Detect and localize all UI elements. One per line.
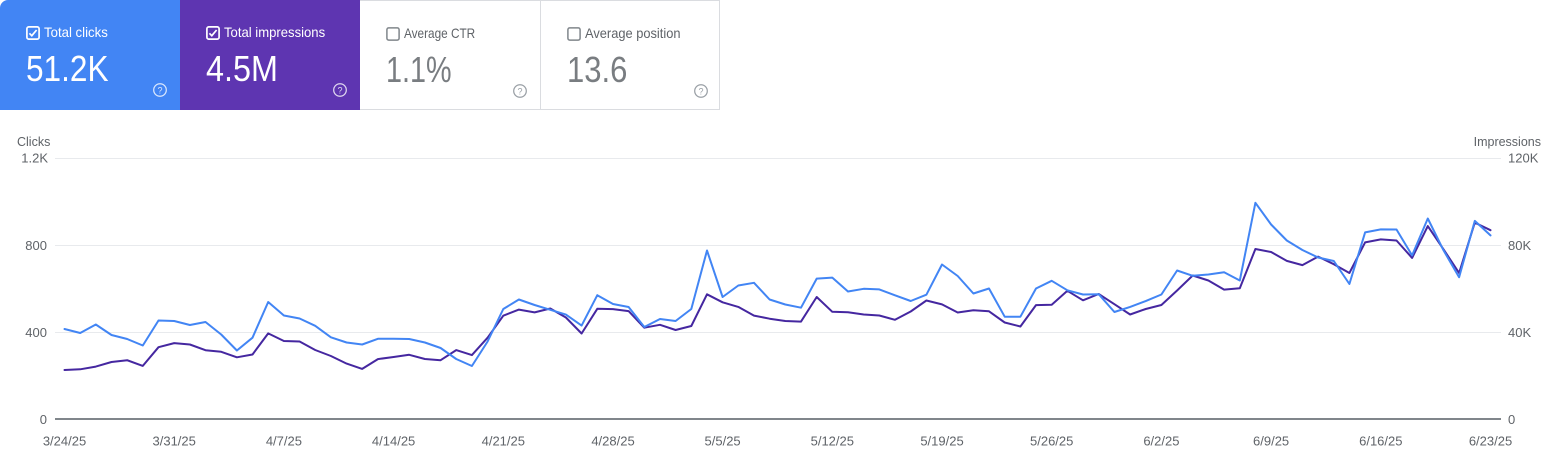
svg-text:5/5/25: 5/5/25 bbox=[705, 434, 741, 449]
svg-text:5/12/25: 5/12/25 bbox=[811, 434, 854, 449]
svg-text:0: 0 bbox=[40, 412, 47, 427]
svg-text:Impressions: Impressions bbox=[1474, 135, 1541, 149]
svg-text:400: 400 bbox=[25, 325, 47, 340]
svg-text:3/24/25: 3/24/25 bbox=[43, 434, 86, 449]
svg-text:6/23/25: 6/23/25 bbox=[1469, 434, 1512, 449]
svg-text:?: ? bbox=[698, 86, 703, 96]
svg-text:?: ? bbox=[517, 86, 522, 96]
svg-text:1.2K: 1.2K bbox=[21, 151, 48, 166]
svg-text:?: ? bbox=[337, 85, 342, 95]
svg-text:5/26/25: 5/26/25 bbox=[1030, 434, 1073, 449]
svg-text:3/31/25: 3/31/25 bbox=[153, 434, 196, 449]
svg-text:4/7/25: 4/7/25 bbox=[266, 434, 302, 449]
svg-text:6/16/25: 6/16/25 bbox=[1359, 434, 1402, 449]
svg-text:0: 0 bbox=[1508, 412, 1515, 427]
svg-text:40K: 40K bbox=[1508, 325, 1531, 340]
svg-text:800: 800 bbox=[25, 238, 47, 253]
svg-text:4/28/25: 4/28/25 bbox=[591, 434, 634, 449]
svg-text:4/21/25: 4/21/25 bbox=[482, 434, 525, 449]
svg-text:4/14/25: 4/14/25 bbox=[372, 434, 415, 449]
svg-text:80K: 80K bbox=[1508, 238, 1531, 253]
svg-text:6/2/25: 6/2/25 bbox=[1143, 434, 1179, 449]
svg-text:?: ? bbox=[157, 85, 162, 95]
svg-text:Clicks: Clicks bbox=[17, 135, 50, 149]
svg-text:5/19/25: 5/19/25 bbox=[920, 434, 963, 449]
svg-text:120K: 120K bbox=[1508, 151, 1539, 166]
svg-text:6/9/25: 6/9/25 bbox=[1253, 434, 1289, 449]
